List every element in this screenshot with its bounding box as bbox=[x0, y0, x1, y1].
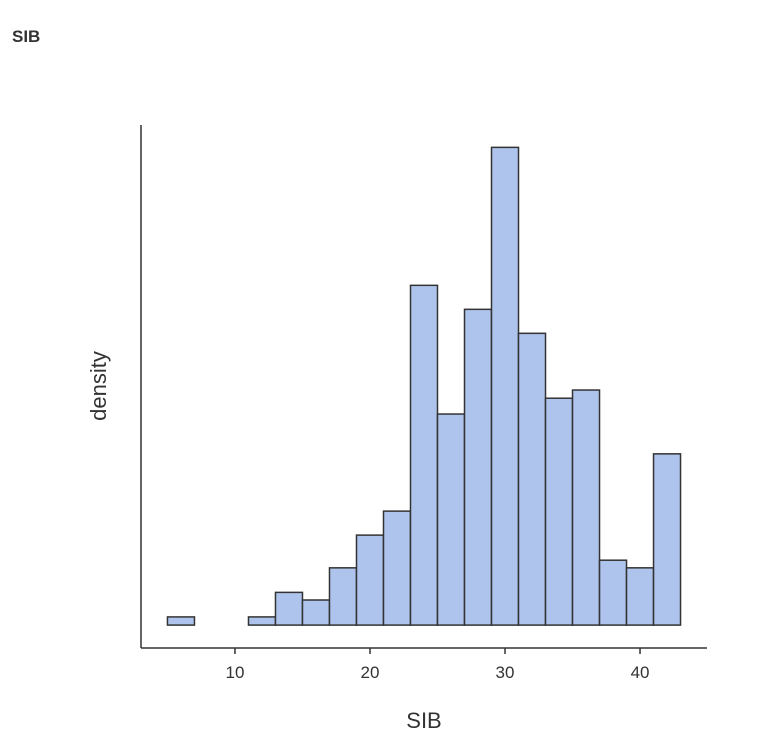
x-tick-label: 20 bbox=[361, 663, 380, 682]
bar bbox=[409, 284, 439, 626]
bar bbox=[652, 453, 682, 626]
x-tick-label: 10 bbox=[226, 663, 245, 682]
bar bbox=[463, 308, 493, 626]
bar bbox=[166, 616, 196, 626]
x-tick-label: 30 bbox=[496, 663, 515, 682]
x-tick-label: 40 bbox=[631, 663, 650, 682]
bar bbox=[517, 332, 547, 626]
bar bbox=[328, 567, 358, 626]
y-axis-label: density bbox=[86, 351, 111, 421]
bar bbox=[274, 591, 304, 626]
bar bbox=[544, 397, 574, 626]
x-axis-label: SIB bbox=[406, 708, 441, 733]
bar bbox=[355, 534, 385, 626]
bar bbox=[436, 413, 466, 626]
bar bbox=[247, 616, 277, 626]
bar bbox=[490, 146, 520, 626]
bar bbox=[382, 510, 412, 626]
bar bbox=[301, 599, 331, 626]
bar bbox=[598, 559, 628, 626]
chart-title: SIB bbox=[12, 27, 40, 46]
bar bbox=[571, 389, 601, 626]
bar bbox=[625, 567, 655, 626]
